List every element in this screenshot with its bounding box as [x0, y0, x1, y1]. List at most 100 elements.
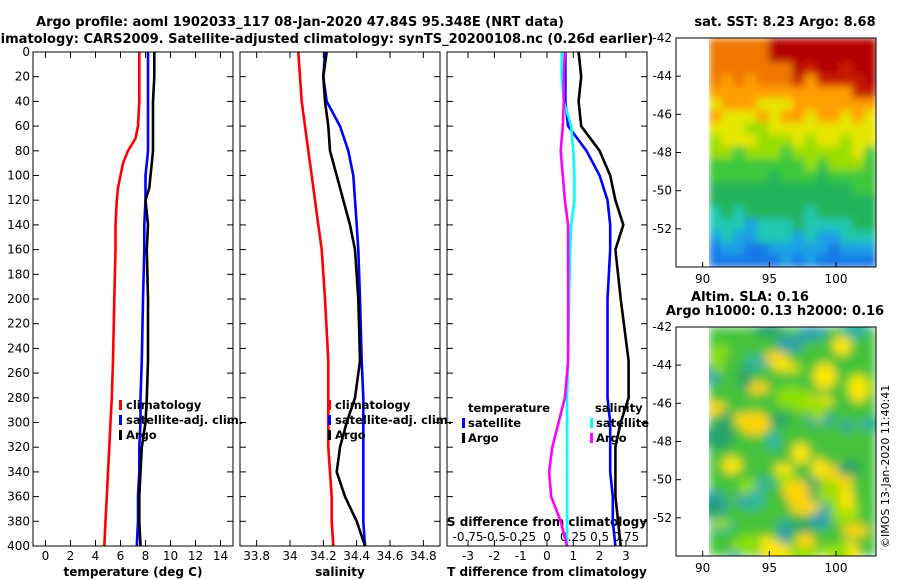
profile-panels: 0204060801001201401601802002202402602803… — [7, 45, 649, 579]
sst-cell — [709, 242, 722, 256]
x-tick-label: 0 — [42, 549, 50, 563]
map-x-tick-label: 100 — [825, 561, 848, 575]
sst-cell — [840, 62, 854, 76]
sst-cell — [816, 218, 830, 232]
legend-label: climatology — [335, 398, 411, 412]
sst-cell — [732, 122, 746, 136]
map-y-tick-label: -42 — [652, 320, 672, 334]
sst-cell — [852, 146, 866, 160]
sst-cell — [780, 50, 794, 64]
sst-cell — [792, 74, 806, 88]
sla-blob — [766, 429, 781, 452]
sst-cell — [804, 146, 818, 160]
sst-cell — [816, 86, 830, 100]
sst-cell — [792, 146, 806, 160]
sst-cell — [840, 194, 854, 208]
sst-cell — [864, 50, 876, 64]
sst-cell — [864, 146, 876, 160]
sst-cell — [732, 62, 746, 76]
x-tick-label: 14 — [213, 549, 228, 563]
sla-blob — [840, 484, 855, 512]
sst-cell — [840, 146, 854, 160]
sla-blob — [709, 401, 727, 415]
top-tick-label: -0.75 — [453, 530, 484, 544]
series-line-t-satellite — [564, 52, 617, 547]
sst-cell — [804, 206, 818, 220]
sst-cell — [828, 62, 842, 76]
sst-cell — [744, 254, 758, 267]
sst-cell — [852, 194, 866, 208]
sst-cell — [864, 62, 876, 76]
legend-swatch — [462, 418, 465, 428]
legend-label: Argo — [468, 431, 499, 445]
sst-cell — [804, 170, 818, 184]
series-line-climatology — [103, 52, 141, 547]
sst-cell — [816, 74, 830, 88]
x-tick-label: 0 — [543, 549, 551, 563]
sst-cell — [720, 242, 734, 256]
sla-blob — [840, 420, 854, 432]
sst-cell — [816, 158, 830, 172]
x-tick-label: 3 — [622, 549, 630, 563]
legend-swatch — [590, 433, 593, 443]
sst-cell — [864, 98, 876, 112]
sst-cell — [864, 194, 876, 208]
sst-cell — [709, 182, 722, 196]
x-tick-label: 8 — [142, 549, 150, 563]
sst-cell — [780, 170, 794, 184]
sla-blob — [789, 520, 815, 533]
sst-cell — [864, 170, 876, 184]
sst-cell — [720, 170, 734, 184]
sla-blob — [789, 499, 821, 515]
sst-cell — [720, 146, 734, 160]
panel-salinity: 33.8 34 34.2 34.4 34.6 34.8 salinity climatolog… — [239, 51, 452, 579]
legend-label: climatology — [126, 398, 202, 412]
sst-cell — [756, 110, 770, 124]
map-y-tick-label: -52 — [652, 222, 672, 236]
sst-cell — [709, 62, 722, 76]
x-tick-label: 1 — [569, 549, 577, 563]
sst-cell — [720, 50, 734, 64]
sst-cell — [852, 110, 866, 124]
sst-cell — [756, 254, 770, 267]
sst-cell — [804, 50, 818, 64]
sst-cell — [852, 98, 866, 112]
sst-cell — [792, 98, 806, 112]
sst-cell — [864, 254, 876, 267]
sst-cell — [852, 170, 866, 184]
sst-cell — [804, 230, 818, 244]
sst-cell — [792, 86, 806, 100]
sst-cell — [709, 110, 722, 124]
sst-cell — [709, 218, 722, 232]
sst-cell — [720, 62, 734, 76]
sst-cell — [852, 242, 866, 256]
sst-cell — [744, 218, 758, 232]
sst-cell — [756, 98, 770, 112]
sla-blob — [848, 375, 869, 403]
top-axis-label: S difference from climatology — [447, 515, 647, 529]
x-tick-label: 34.6 — [377, 549, 404, 563]
sla-blob — [776, 336, 804, 353]
sst-cell — [756, 86, 770, 100]
legend-heading: salinity — [595, 401, 643, 415]
sst-cell — [744, 182, 758, 196]
map-y-tick-label: -50 — [652, 473, 672, 487]
legend-swatch — [462, 433, 465, 443]
sst-cell — [780, 230, 794, 244]
sla-blob — [811, 457, 827, 480]
y-tick-label: 0 — [22, 45, 30, 59]
y-tick-label: 160 — [7, 243, 30, 257]
sst-cell — [840, 182, 854, 196]
sst-cell — [852, 218, 866, 232]
panel-frame — [239, 51, 441, 547]
sst-cell — [756, 170, 770, 184]
sst-cell — [780, 194, 794, 208]
sst-cell — [840, 170, 854, 184]
sst-cell — [732, 74, 746, 88]
sst-cell — [792, 194, 806, 208]
sst-cell — [709, 98, 722, 112]
sst-cell — [828, 86, 842, 100]
legend-label: satellite — [596, 416, 649, 430]
sst-cell — [732, 182, 746, 196]
sst-cell — [768, 206, 782, 220]
